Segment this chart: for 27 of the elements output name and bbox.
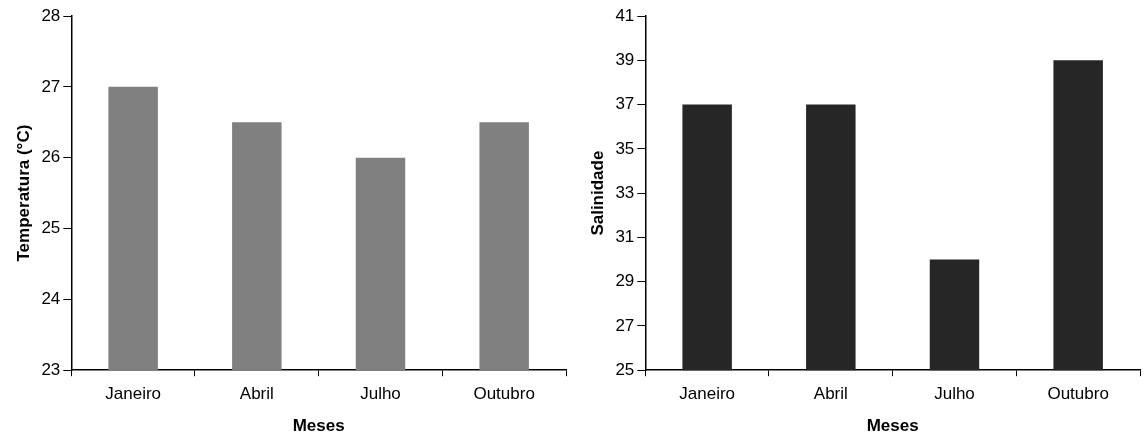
x-tick-label: Outubro	[473, 384, 535, 404]
x-axis-title: Meses	[866, 416, 919, 436]
x-tick-label: Julho	[360, 384, 401, 404]
x-tick-label: Janeiro	[105, 384, 162, 404]
y-tick-label: 27	[615, 315, 635, 335]
y-tick-label: 41	[615, 5, 635, 25]
y-axis-title: Temperatura (°C)	[13, 124, 33, 262]
y-tick-label: 26	[41, 147, 61, 167]
x-tick-label: Abril	[239, 384, 274, 404]
y-tick-label: 39	[615, 49, 635, 69]
y-tick-label: 27	[41, 76, 61, 96]
x-tick-label: Abril	[813, 384, 848, 404]
y-tick-label: 37	[615, 94, 635, 114]
y-tick-label: 31	[615, 227, 635, 247]
x-tick-label: Janeiro	[679, 384, 736, 404]
y-tick-label: 33	[615, 182, 635, 202]
y-tick-label: 25	[41, 218, 61, 238]
y-axis-title: Salinidade	[587, 150, 607, 236]
y-tick-label: 24	[41, 289, 61, 309]
x-tick-label: Julho	[934, 384, 975, 404]
y-tick-label: 28	[41, 5, 61, 25]
y-tick-label: 23	[41, 359, 61, 379]
y-tick-label: 25	[615, 359, 635, 379]
y-tick-label: 35	[615, 138, 635, 158]
x-axis-title: Meses	[292, 416, 345, 436]
x-tick-label: Outubro	[1047, 384, 1109, 404]
y-tick-label: 29	[615, 271, 635, 291]
